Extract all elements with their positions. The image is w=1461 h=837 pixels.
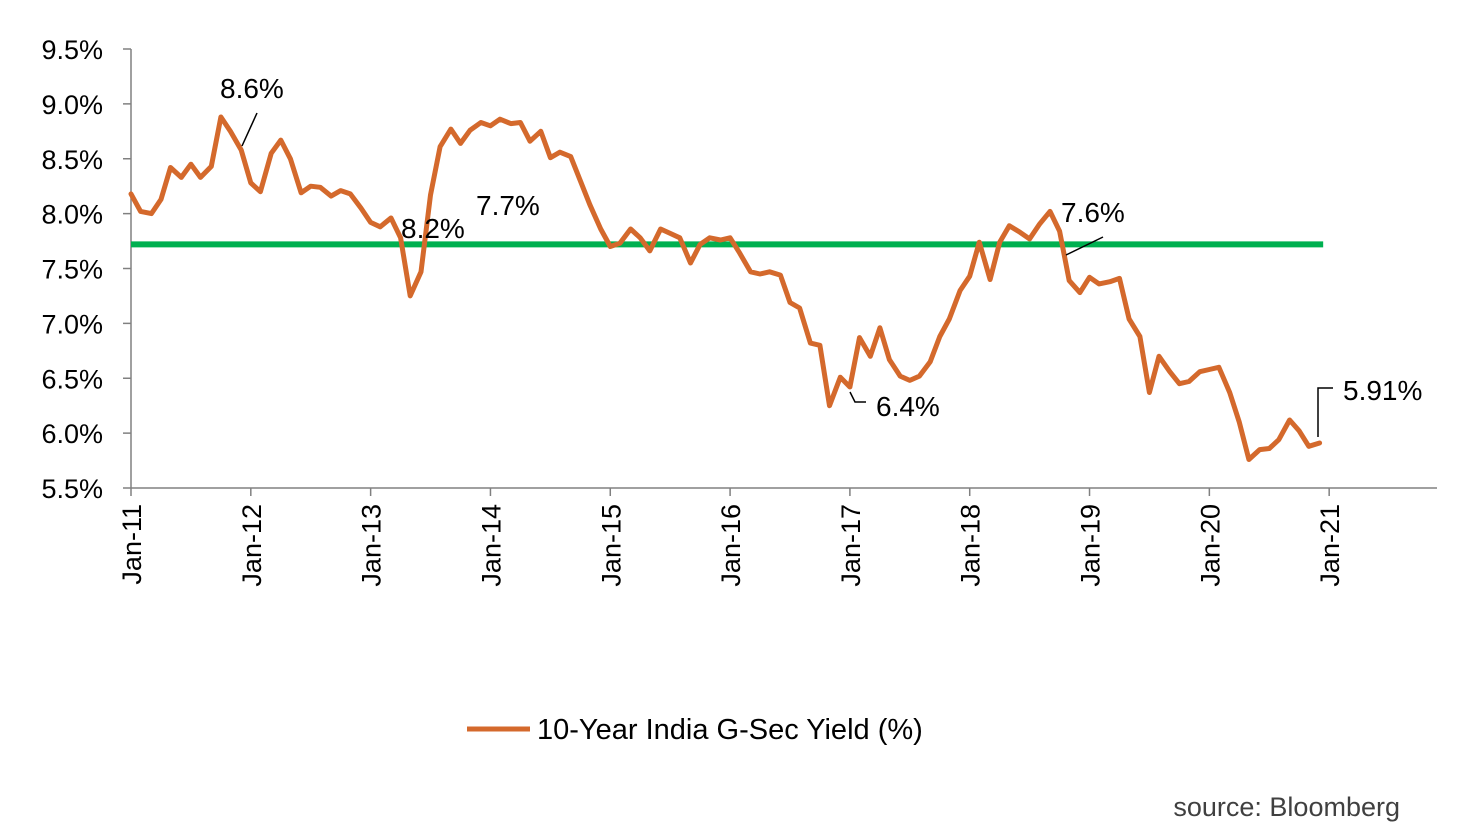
x-tick-label: Jan-18 [956, 504, 986, 587]
y-tick-label: 6.5% [41, 364, 103, 394]
y-tick-label: 8.0% [41, 200, 103, 230]
x-tick-label: Jan-17 [836, 504, 866, 587]
y-tick-label: 6.0% [41, 419, 103, 449]
x-tick-label: Jan-12 [237, 504, 267, 587]
y-tick-label: 5.5% [41, 474, 103, 504]
x-tick-label: Jan-14 [476, 504, 506, 587]
legend-label: 10-Year India G-Sec Yield (%) [537, 714, 923, 746]
annotation-label: 7.7% [476, 190, 540, 221]
y-tick-label: 8.5% [41, 145, 103, 175]
series-group [128, 114, 1323, 462]
x-tick-label: Jan-13 [357, 504, 387, 587]
annotation-leader [849, 391, 866, 403]
x-tick-label: Jan-16 [716, 504, 746, 587]
x-tick-label: Jan-21 [1315, 504, 1345, 587]
x-tick-label: Jan-19 [1076, 504, 1106, 587]
annotation-label: 8.2% [401, 213, 465, 244]
annotation-leader [241, 112, 258, 147]
annotation-label: 7.6% [1061, 197, 1125, 228]
y-tick-label: 9.5% [41, 35, 103, 65]
annotation-leader [1065, 236, 1104, 256]
x-axis-ticks: Jan-11 Jan-12 Jan-13 Jan-14 Jan-15 Jan-16 Jan-… [117, 488, 1345, 587]
y-tick-label: 9.0% [41, 90, 103, 120]
series-line-gsec-yield [128, 114, 1323, 462]
annotations-group: 8.6% 8.2% 7.7% 6.4% 7.6% 5.91% [220, 73, 1422, 437]
x-tick-label: Jan-15 [596, 504, 626, 587]
annotation-label: 8.6% [220, 73, 284, 104]
x-tick-label: Jan-11 [117, 504, 147, 585]
x-tick-label: Jan-20 [1195, 504, 1225, 587]
y-tick-label: 7.0% [41, 309, 103, 339]
annotation-label: 5.91% [1343, 375, 1422, 406]
annotation-leader [1317, 387, 1333, 437]
y-tick-label: 7.5% [41, 255, 103, 285]
source-note: source: Bloomberg [1173, 792, 1400, 822]
y-axis-ticks: 5.5% 6.0% 6.5% 7.0% 7.5% 8.0% 8.5% 9.0% 9.5% [41, 35, 131, 504]
legend: 10-Year India G-Sec Yield (%) [467, 714, 923, 746]
annotation-label: 6.4% [876, 391, 940, 422]
